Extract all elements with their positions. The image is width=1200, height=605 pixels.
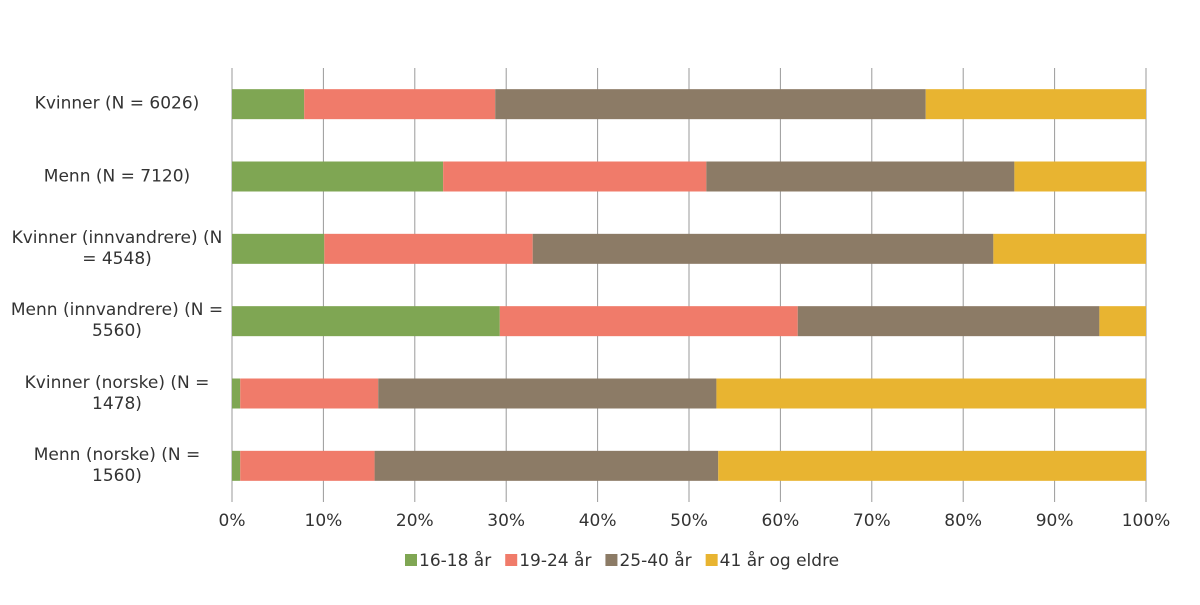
legend-swatch [405,554,417,566]
x-tick-label: 20% [396,511,434,531]
legend-label: 41 år og eldre [720,550,840,571]
bar-segment [232,450,241,481]
bar-segment [443,161,707,192]
x-tick-label: 40% [579,511,617,531]
x-tick-label: 30% [487,511,525,531]
x-tick-label: 90% [1036,511,1074,531]
legend-swatch [505,554,518,566]
bar-segment [232,233,325,264]
bar-segment [304,89,496,120]
y-tick-label: Menn (norske) (N = 1560) [33,444,201,486]
legend-label: 16-18 år [419,550,491,571]
x-tick-label: 70% [853,511,891,531]
legend-label: 19-24 år [519,550,591,571]
y-tick-label: Kvinner (N = 6026) [34,93,200,114]
bar-segment [716,378,1146,409]
bar-segment [925,89,1146,120]
bar-segment [718,450,1146,481]
bar-segment [495,89,926,120]
bar-segment [499,306,798,337]
bar-segment [797,306,1100,337]
legend-swatch [605,554,618,566]
bar-segment [232,306,500,337]
legend-label: 25-40 år [619,550,691,571]
bar-segment [232,378,241,409]
x-tick-label: 10% [305,511,343,531]
x-tick-label: 100% [1122,511,1171,531]
bar-segment [374,450,719,481]
bar-segment [1099,306,1146,337]
bar-segment [993,233,1146,264]
bar-segment [232,161,444,192]
bar-segment [240,378,379,409]
y-tick-label: Kvinner (innvandrere) (N = 4548) [11,227,223,269]
bar-segment [324,233,533,264]
x-tick-label: 50% [670,511,708,531]
x-tick-label: 60% [762,511,800,531]
x-tick-label: 0% [219,511,246,531]
x-tick-label: 80% [944,511,982,531]
bar-segment [706,161,1015,192]
bar-segment [232,89,305,120]
bar-segment [532,233,994,264]
bar-segment [378,378,717,409]
y-tick-label: Menn (innvandrere) (N = 5560) [10,300,224,342]
bar-segment [240,450,375,481]
legend-swatch [705,554,718,566]
y-tick-label: Kvinner (norske) (N = 1478) [24,372,210,414]
y-tick-label: Menn (N = 7120) [43,166,191,186]
bar-segment [1014,161,1146,192]
